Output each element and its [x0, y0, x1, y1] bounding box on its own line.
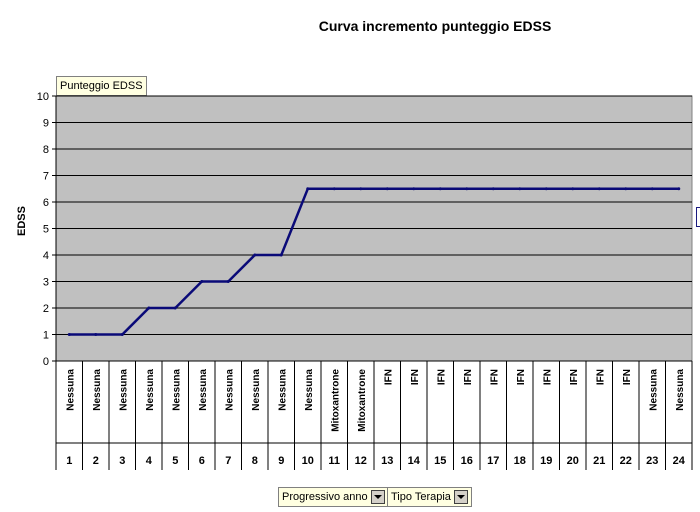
x-tick-label: 15: [434, 455, 446, 467]
y-tick-label: 10: [37, 91, 49, 103]
therapy-dropdown-icon[interactable]: [453, 490, 468, 505]
x-category-label: Nessuna: [251, 369, 262, 411]
data-point: [147, 306, 151, 310]
x-tick-label: 17: [487, 455, 499, 467]
data-point: [226, 280, 230, 283]
x-tick-label: 19: [540, 455, 552, 467]
x-tick-label: 4: [146, 455, 153, 467]
x-tick-label: 6: [199, 455, 205, 467]
x-tick-label: 2: [93, 455, 99, 467]
data-point: [253, 253, 257, 257]
y-tick-label: 1: [43, 330, 49, 342]
x-category-label: IFN: [489, 369, 500, 385]
x-category-label: IFN: [436, 369, 447, 385]
row-field-year-label: Progressivo anno: [282, 491, 368, 503]
y-tick-label: 7: [43, 171, 49, 183]
data-point: [332, 187, 336, 191]
y-tick-label: 8: [43, 144, 49, 156]
x-category-label: Mitoxantrone: [330, 369, 341, 432]
x-category-label: Nessuna: [198, 369, 209, 411]
y-tick-label: 9: [43, 118, 49, 130]
x-category-label: IFN: [516, 369, 527, 385]
data-point: [624, 187, 628, 191]
x-tick-label: 10: [302, 455, 314, 467]
x-category-label: IFN: [463, 369, 474, 385]
data-point: [94, 333, 98, 336]
x-tick-label: 20: [567, 455, 579, 467]
x-category-label: IFN: [383, 369, 394, 385]
x-tick-label: 3: [119, 455, 125, 467]
data-point: [597, 187, 601, 191]
x-category-label: IFN: [542, 369, 553, 385]
x-category-label: Mitoxantrone: [357, 369, 368, 432]
x-tick-label: 21: [593, 455, 605, 467]
x-tick-label: 12: [355, 455, 367, 467]
data-point: [571, 187, 575, 191]
x-category-label: Nessuna: [171, 369, 182, 411]
data-point: [544, 187, 548, 191]
x-category-label: Nessuna: [277, 369, 288, 411]
data-point: [412, 187, 416, 191]
data-point: [279, 253, 283, 257]
data-point: [306, 187, 310, 191]
y-tick-label: 6: [43, 197, 49, 209]
data-point: [200, 280, 204, 283]
x-category-label: Nessuna: [304, 369, 315, 411]
x-tick-label: 16: [461, 455, 473, 467]
x-category-label: IFN: [595, 369, 606, 385]
year-dropdown-icon[interactable]: [370, 490, 385, 505]
x-category-label: IFN: [410, 369, 421, 385]
x-tick-label: 5: [172, 455, 178, 467]
y-tick-label: 0: [43, 356, 49, 368]
x-tick-label: 24: [673, 455, 686, 467]
x-tick-label: 1: [66, 455, 72, 467]
x-category-label: Nessuna: [675, 369, 686, 411]
x-tick-label: 14: [408, 455, 421, 467]
y-tick-label: 5: [43, 224, 49, 236]
chart-title: Curva incremento punteggio EDSS: [318, 18, 552, 34]
x-category-label: Nessuna: [92, 369, 103, 411]
x-tick-label: 22: [620, 455, 632, 467]
data-point: [120, 333, 124, 336]
x-category-label: IFN: [622, 369, 633, 385]
x-category-label: IFN: [569, 369, 580, 385]
data-point: [491, 187, 495, 191]
row-field-year-button[interactable]: Progressivo anno: [278, 487, 389, 508]
data-point: [173, 306, 177, 310]
legend-edge: [696, 207, 700, 227]
data-point: [465, 187, 469, 191]
x-tick-label: 23: [646, 455, 658, 467]
data-point: [677, 187, 681, 191]
y-tick-label: 4: [43, 250, 49, 262]
data-point: [385, 187, 389, 191]
x-tick-label: 18: [514, 455, 526, 467]
series-line: [69, 187, 679, 336]
x-tick-label: 13: [381, 455, 393, 467]
data-point: [438, 187, 442, 191]
row-field-therapy-button[interactable]: Tipo Terapia: [387, 487, 472, 508]
data-point: [650, 187, 654, 191]
x-tick-label: 8: [252, 455, 258, 467]
y-tick-label: 3: [43, 277, 49, 289]
data-point: [67, 333, 71, 336]
row-field-therapy-label: Tipo Terapia: [391, 491, 451, 503]
x-tick-label: 9: [278, 455, 284, 467]
data-point: [359, 187, 363, 191]
x-category-label: Nessuna: [224, 369, 235, 411]
y-tick-label: 2: [43, 303, 49, 315]
x-tick-label: 7: [225, 455, 231, 467]
x-category-label: Nessuna: [65, 369, 76, 411]
x-category-label: Nessuna: [648, 369, 659, 411]
x-category-label: Nessuna: [118, 369, 129, 411]
data-point: [518, 187, 522, 191]
x-tick-label: 11: [328, 455, 340, 467]
x-category-label: Nessuna: [145, 369, 156, 411]
